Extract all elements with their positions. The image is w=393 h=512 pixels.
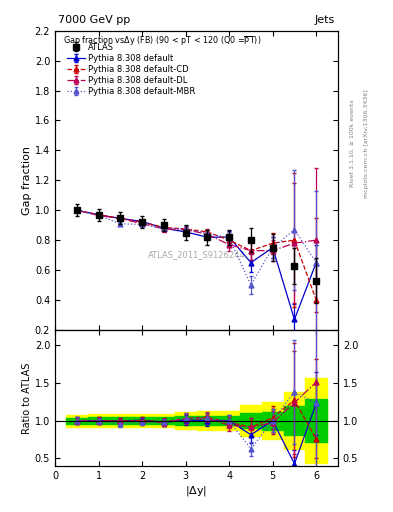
Y-axis label: Ratio to ATLAS: Ratio to ATLAS xyxy=(22,362,32,434)
Text: Gap fraction vs$\Delta$y (FB) (90 < pT < 120 (Q0 =$\overline{\rm p}$T)): Gap fraction vs$\Delta$y (FB) (90 < pT <… xyxy=(63,34,262,47)
Text: ATLAS_2011_S9126244: ATLAS_2011_S9126244 xyxy=(148,250,245,260)
Text: Rivet 3.1.10, ≥ 100k events: Rivet 3.1.10, ≥ 100k events xyxy=(350,99,355,187)
Y-axis label: Gap fraction: Gap fraction xyxy=(22,146,32,215)
Text: Jets: Jets xyxy=(315,15,335,25)
Text: mcplots.cern.ch [arXiv:1306.3436]: mcplots.cern.ch [arXiv:1306.3436] xyxy=(364,89,369,198)
X-axis label: |$\Delta$y|: |$\Delta$y| xyxy=(185,483,208,498)
Legend: ATLAS, Pythia 8.308 default, Pythia 8.308 default-CD, Pythia 8.308 default-DL, P: ATLAS, Pythia 8.308 default, Pythia 8.30… xyxy=(63,39,199,99)
Text: 7000 GeV pp: 7000 GeV pp xyxy=(58,15,130,25)
